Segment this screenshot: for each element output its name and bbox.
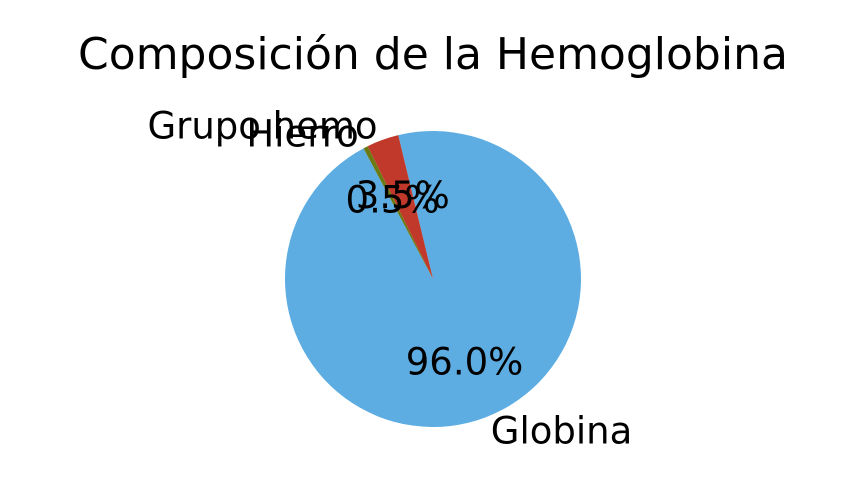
percent-labels: 96.0% 3.5%0.5% xyxy=(346,174,524,384)
slice-label-grupo-hemo: Grupo hemo xyxy=(147,104,377,147)
chart-title: Composición de la Hemoglobina xyxy=(78,29,788,80)
pie-slice-hierro xyxy=(363,146,433,279)
slice-label-globina: Globina xyxy=(491,410,632,453)
percent-label-hierro: 0.5% xyxy=(346,178,440,221)
slice-label-hierro: Hierro xyxy=(246,113,358,156)
percent-label-globina: 96.0% xyxy=(406,341,524,384)
pie-slices xyxy=(285,130,582,427)
pie-slice-globina xyxy=(285,130,582,427)
pie-slice-grupo-hemo xyxy=(367,135,433,279)
percent-label-grupo-hemo: 3.5% xyxy=(356,174,450,217)
